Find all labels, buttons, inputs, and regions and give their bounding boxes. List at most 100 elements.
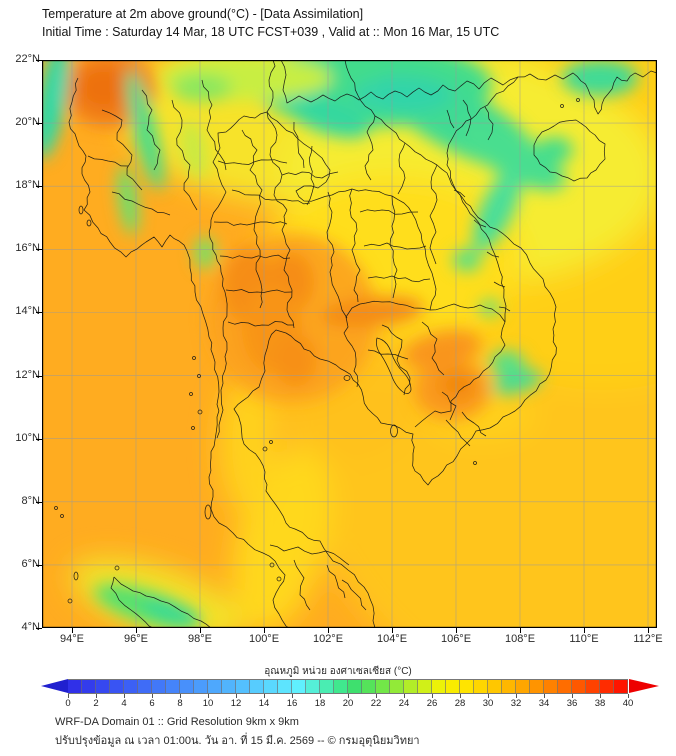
lat-axis-tick — [36, 564, 42, 566]
colorbar-tick — [488, 694, 489, 698]
lat-axis-label: 4°N — [21, 621, 40, 633]
colorbar-tick-label: 24 — [398, 698, 410, 709]
colorbar-tick-label: 4 — [121, 698, 127, 709]
boundary-line — [293, 121, 305, 169]
colorbar-tick — [572, 694, 573, 698]
boundary-line — [367, 275, 431, 283]
lat-axis-tick — [36, 60, 42, 61]
colorbar-tick-label: 16 — [286, 698, 298, 709]
colorbar-tick — [124, 694, 125, 698]
colorbar-cell — [586, 680, 600, 693]
colorbar-cell — [236, 680, 250, 693]
colorbar-cell — [320, 680, 334, 693]
boundary-line — [266, 60, 276, 113]
lon-axis-label: 96°E — [124, 633, 148, 645]
colorbar-cell — [110, 680, 124, 693]
colorbar-tick-label: 28 — [454, 698, 466, 709]
boundary-line — [101, 109, 143, 191]
boundary-line — [429, 303, 506, 323]
colorbar-tick — [460, 694, 461, 698]
boundary-line — [280, 60, 519, 104]
boundary-line — [486, 251, 500, 258]
lat-axis-tick — [36, 501, 42, 503]
boundary-line — [68, 77, 290, 628]
lat-axis-label: 6°N — [21, 557, 40, 570]
boundary-line — [414, 321, 506, 428]
boundary-line — [326, 564, 346, 599]
colorbar-tick-label: 38 — [594, 698, 606, 709]
lat-axis-label: 16°N — [15, 242, 40, 255]
lat-axis-label: 8°N — [21, 494, 40, 507]
boundary-line — [484, 106, 494, 141]
colorbar-tick — [628, 694, 629, 698]
colorbar-tick — [376, 694, 377, 698]
lat-axis-label: 10°N — [15, 431, 40, 444]
colorbar-tick — [152, 694, 153, 698]
colorbar-tick — [180, 694, 181, 698]
boundary-line — [253, 209, 263, 309]
colorbar-tick — [544, 694, 545, 698]
colorbar-cell — [180, 680, 194, 693]
colorbar-cell — [82, 680, 96, 693]
page-title: Temperature at 2m above ground(°C) - [Da… — [42, 7, 364, 21]
colorbar-tick — [432, 694, 433, 698]
boundary-line — [266, 111, 288, 211]
colorbar-tick-label: 32 — [510, 698, 522, 709]
colorbar-tick-label: 18 — [314, 698, 326, 709]
colorbar-cell — [208, 680, 222, 693]
colorbar-tick-label: 26 — [426, 698, 438, 709]
colorbar-tick — [404, 694, 405, 698]
map-canvas — [42, 60, 657, 628]
colorbar-cell — [474, 680, 488, 693]
lon-axis-label: 106°E — [440, 633, 472, 645]
boundary-line — [227, 321, 294, 327]
colorbar-cell — [390, 680, 404, 693]
boundary-line — [493, 281, 506, 288]
colorbar-cell — [124, 680, 138, 693]
boundary-line — [231, 189, 311, 205]
lat-axis-label: 22°N — [15, 53, 40, 65]
map-area: 22°N 20°N 18°N 16°N 14°N 12°N 10°N 8°N 6°N 4°N 94… — [15, 53, 662, 645]
boundary-line — [498, 306, 511, 312]
lon-axis-label: 104°E — [376, 633, 408, 645]
boundary-line — [281, 209, 295, 329]
colorbar-tick-label: 14 — [258, 698, 270, 709]
lon-axis-label: 94°E — [60, 633, 84, 645]
colorbar-cell — [278, 680, 292, 693]
colorbar — [68, 679, 628, 694]
boundary-line — [201, 79, 227, 171]
colorbar-tick — [320, 694, 321, 698]
lon-axis-tick — [584, 628, 585, 633]
boundary-line — [87, 155, 129, 167]
boundary-line — [381, 324, 411, 396]
lon-axis-tick — [72, 628, 73, 633]
boundary-line — [213, 221, 288, 226]
lat-axis-label: 18°N — [15, 179, 40, 192]
boundary-line — [389, 195, 398, 299]
boundary-line — [225, 289, 293, 293]
boundary-line — [141, 89, 161, 171]
colorbar-cell — [194, 680, 208, 693]
colorbar-tick-label: 2 — [93, 698, 99, 709]
boundary-line — [421, 321, 445, 376]
colorbar-tick-label: 30 — [482, 698, 494, 709]
colorbar-cell — [572, 680, 586, 693]
lat-axis-tick — [36, 249, 42, 251]
colorbar-cell — [166, 680, 180, 693]
colorbar-cell — [614, 680, 628, 693]
map-islands — [54, 98, 580, 604]
lon-axis-label: 100°E — [248, 633, 280, 645]
colorbar-title: อุณหภูมิ หน่วย องศาเซลเซียส (°C) — [264, 666, 412, 677]
boundary-line — [217, 159, 288, 165]
colorbar-tick — [68, 694, 69, 698]
colorbar-cell — [334, 680, 348, 693]
lat-axis-label: 20°N — [15, 116, 40, 129]
lon-axis-tick — [392, 628, 393, 633]
colorbar-tick-label: 0 — [65, 698, 71, 709]
colorbar-cell — [530, 680, 544, 693]
lon-axis-tick — [264, 628, 265, 633]
colorbar-tick — [292, 694, 293, 698]
boundary-line — [343, 300, 431, 388]
boundary-line — [219, 254, 291, 259]
